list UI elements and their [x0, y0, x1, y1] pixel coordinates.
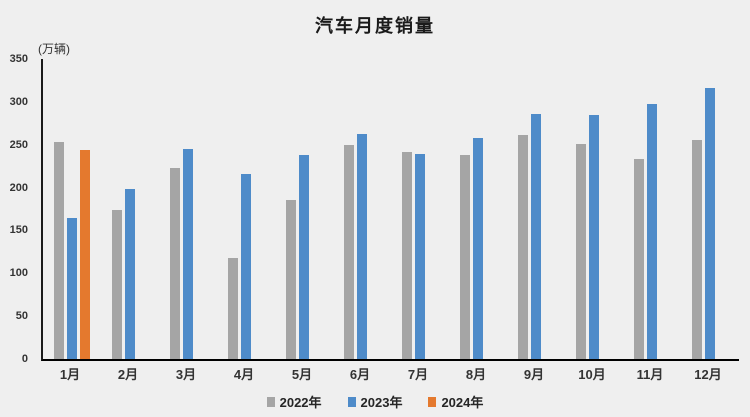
y-tick-label: 200 [9, 181, 28, 194]
x-axis-label-5月: 5月 [291, 367, 313, 382]
bar-group-12月 [681, 59, 739, 359]
bar-2023年-5月 [299, 155, 309, 359]
x-axis-labels: 1月 2月 3月 4月 5月 6月 7月 8月 9月 10月 11月 12月 [41, 364, 737, 383]
bar-group-8月 [449, 59, 507, 359]
x-axis-label-12月: 12月 [694, 367, 722, 382]
legend-label: 2023年 [360, 395, 403, 410]
bar-2022年-8月 [460, 155, 470, 359]
legend-swatch-icon [347, 396, 356, 407]
plot-area [41, 59, 739, 361]
y-tick-label: 250 [9, 138, 28, 151]
bar-2023年-12月 [705, 88, 715, 359]
bar-2022年-7月 [402, 151, 412, 359]
x-axis-label-2月: 2月 [117, 367, 139, 382]
bar-2022年-3月 [170, 167, 180, 359]
bar-2023年-11月 [647, 104, 657, 359]
bar-group-2月 [101, 59, 159, 359]
bar-group-5月 [275, 59, 333, 359]
y-axis-ticks: 0 50 100 150 200 250 300 350 [0, 53, 35, 365]
x-axis-label-11月: 11月 [636, 367, 664, 382]
bar-group-7月 [391, 59, 449, 359]
legend-label: 2024年 [441, 395, 484, 410]
bar-group-6月 [333, 59, 391, 359]
bar-2023年-1月 [67, 217, 77, 359]
x-axis-label-7月: 7月 [407, 367, 429, 382]
y-axis-unit-label: (万辆) [38, 42, 70, 56]
y-tick-label: 0 [21, 353, 28, 365]
chart-title: 汽车月度销量 [315, 16, 435, 36]
bar-2022年-10月 [576, 143, 586, 359]
x-axis-label-1月: 1月 [59, 367, 81, 382]
bar-group-3月 [159, 59, 217, 359]
legend-item-2023年: 2023年 [347, 392, 403, 411]
bar-2023年-4月 [241, 173, 251, 359]
bar-2023年-10月 [589, 114, 599, 359]
legend-item-2022年: 2022年 [266, 392, 322, 411]
bar-2022年-11月 [634, 159, 644, 359]
y-tick-label: 300 [9, 95, 28, 108]
x-axis-label-8月: 8月 [465, 367, 487, 382]
bar-2022年-2月 [112, 209, 122, 359]
bar-group-9月 [507, 59, 565, 359]
bar-2024年-1月 [80, 149, 90, 359]
bar-2022年-1月 [54, 142, 64, 359]
bar-2022年-6月 [344, 144, 354, 359]
legend-swatch-icon [428, 396, 437, 407]
legend: 2022年 2023年 2024年 [0, 392, 750, 411]
x-axis-label-9月: 9月 [523, 367, 545, 382]
x-axis-label-6月: 6月 [349, 367, 371, 382]
legend-item-2024年: 2024年 [428, 392, 483, 411]
bar-2023年-6月 [357, 134, 367, 359]
y-tick-label: 50 [15, 310, 28, 323]
bar-2022年-4月 [228, 257, 238, 359]
bar-group-11月 [623, 59, 681, 359]
legend-swatch-icon [266, 396, 275, 407]
bar-2022年-5月 [286, 199, 296, 359]
bar-2023年-3月 [183, 149, 193, 359]
y-tick-label: 350 [9, 53, 28, 65]
y-tick-label: 150 [9, 224, 28, 237]
x-axis-label-3月: 3月 [175, 367, 197, 382]
bar-2023年-9月 [531, 113, 541, 359]
bar-group-1月 [43, 59, 101, 359]
bar-group-4月 [217, 59, 275, 359]
bar-2023年-8月 [473, 137, 483, 359]
y-tick-label: 100 [9, 267, 28, 280]
bar-2022年-12月 [692, 139, 702, 359]
bar-2023年-2月 [125, 189, 135, 359]
bar-2022年-9月 [518, 135, 528, 359]
bar-group-10月 [565, 59, 623, 359]
legend-label: 2022年 [279, 395, 322, 410]
x-axis-label-4月: 4月 [233, 367, 255, 382]
bar-2023年-7月 [415, 154, 425, 359]
bar-groups [43, 59, 739, 359]
x-axis-label-10月: 10月 [578, 367, 606, 382]
